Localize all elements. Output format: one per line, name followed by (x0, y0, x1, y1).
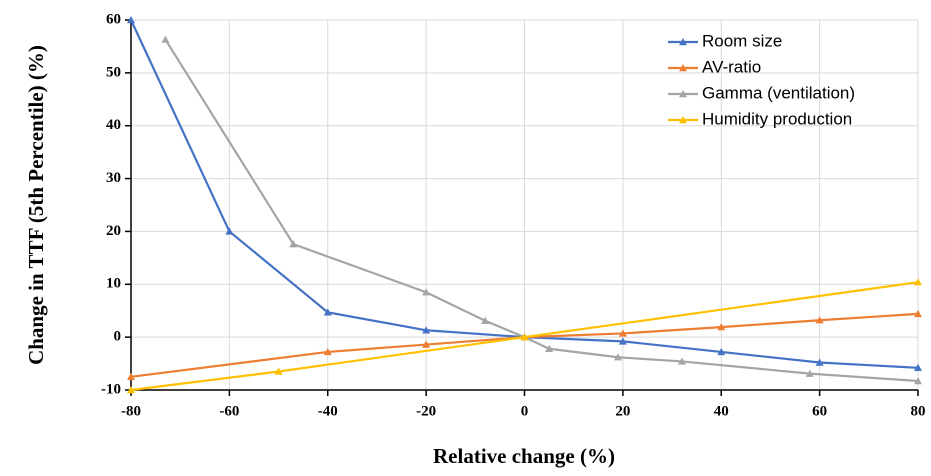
y-tick-label: -10 (101, 381, 121, 397)
x-tick-label: -60 (219, 403, 239, 419)
x-tick-label: -40 (318, 403, 338, 419)
marker (815, 358, 824, 366)
legend-marker (679, 90, 687, 98)
marker (274, 367, 283, 375)
marker (618, 337, 627, 345)
marker (914, 377, 922, 385)
marker (545, 344, 554, 352)
series-line (130, 281, 919, 392)
marker (805, 369, 814, 377)
legend-label: AV-ratio (702, 57, 761, 76)
marker (717, 347, 726, 356)
y-axis-title: Change in TTF (5th Percentile) (%) (24, 45, 48, 365)
marker (422, 288, 431, 296)
marker (323, 308, 332, 316)
marker (422, 340, 431, 348)
marker (618, 329, 627, 337)
series-line (130, 312, 919, 378)
marker (815, 316, 824, 324)
x-tick-label: 0 (521, 403, 529, 419)
legend-marker (679, 38, 687, 46)
legend-label: Room size (702, 31, 782, 50)
marker (914, 309, 922, 318)
marker (127, 372, 135, 380)
y-tick-label: 0 (114, 329, 122, 345)
marker (127, 16, 135, 24)
marker (422, 326, 431, 334)
legend-marker (679, 64, 687, 72)
marker (225, 227, 234, 235)
x-tick-label: 60 (812, 403, 827, 419)
marker (914, 278, 922, 286)
marker (481, 316, 490, 324)
y-tick-label: 10 (106, 276, 121, 292)
x-tick-label: -20 (416, 403, 436, 419)
x-axis-title: Relative change (%) (433, 444, 615, 468)
y-tick-label: 30 (106, 170, 121, 186)
marker (520, 333, 529, 341)
x-tick-label: 80 (911, 403, 926, 419)
x-tick-label: 20 (615, 403, 630, 419)
marker (677, 357, 686, 365)
marker (161, 35, 170, 43)
x-tick-label: 40 (714, 403, 729, 419)
marker (914, 363, 922, 371)
y-tick-label: 50 (106, 64, 121, 80)
marker (323, 347, 332, 356)
series-line (164, 38, 919, 383)
marker (127, 386, 135, 394)
y-tick-label: 60 (106, 11, 121, 27)
legend-label: Humidity production (702, 109, 852, 128)
marker (613, 353, 622, 361)
marker (289, 240, 298, 248)
y-tick-label: 40 (106, 117, 121, 133)
legend-marker (679, 116, 687, 124)
y-tick-label: 20 (106, 223, 121, 239)
x-tick-label: -80 (121, 403, 141, 419)
legend-label: Gamma (ventilation) (702, 83, 855, 102)
marker (717, 323, 726, 331)
